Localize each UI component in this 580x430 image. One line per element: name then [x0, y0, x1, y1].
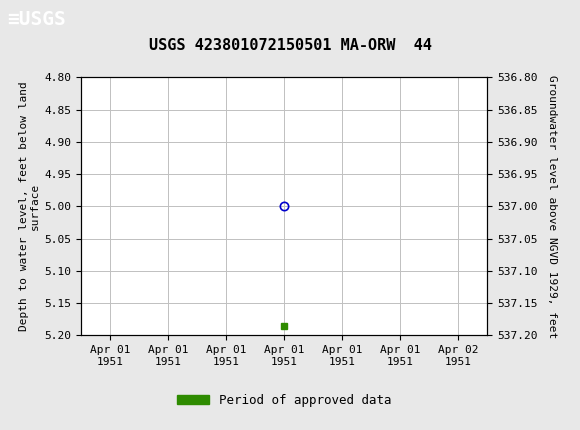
- Y-axis label: Depth to water level, feet below land
surface: Depth to water level, feet below land su…: [19, 82, 41, 331]
- Y-axis label: Groundwater level above NGVD 1929, feet: Groundwater level above NGVD 1929, feet: [547, 75, 557, 338]
- Legend: Period of approved data: Period of approved data: [172, 389, 396, 412]
- Text: ≡USGS: ≡USGS: [7, 10, 66, 29]
- Text: USGS 423801072150501 MA-ORW  44: USGS 423801072150501 MA-ORW 44: [148, 38, 432, 52]
